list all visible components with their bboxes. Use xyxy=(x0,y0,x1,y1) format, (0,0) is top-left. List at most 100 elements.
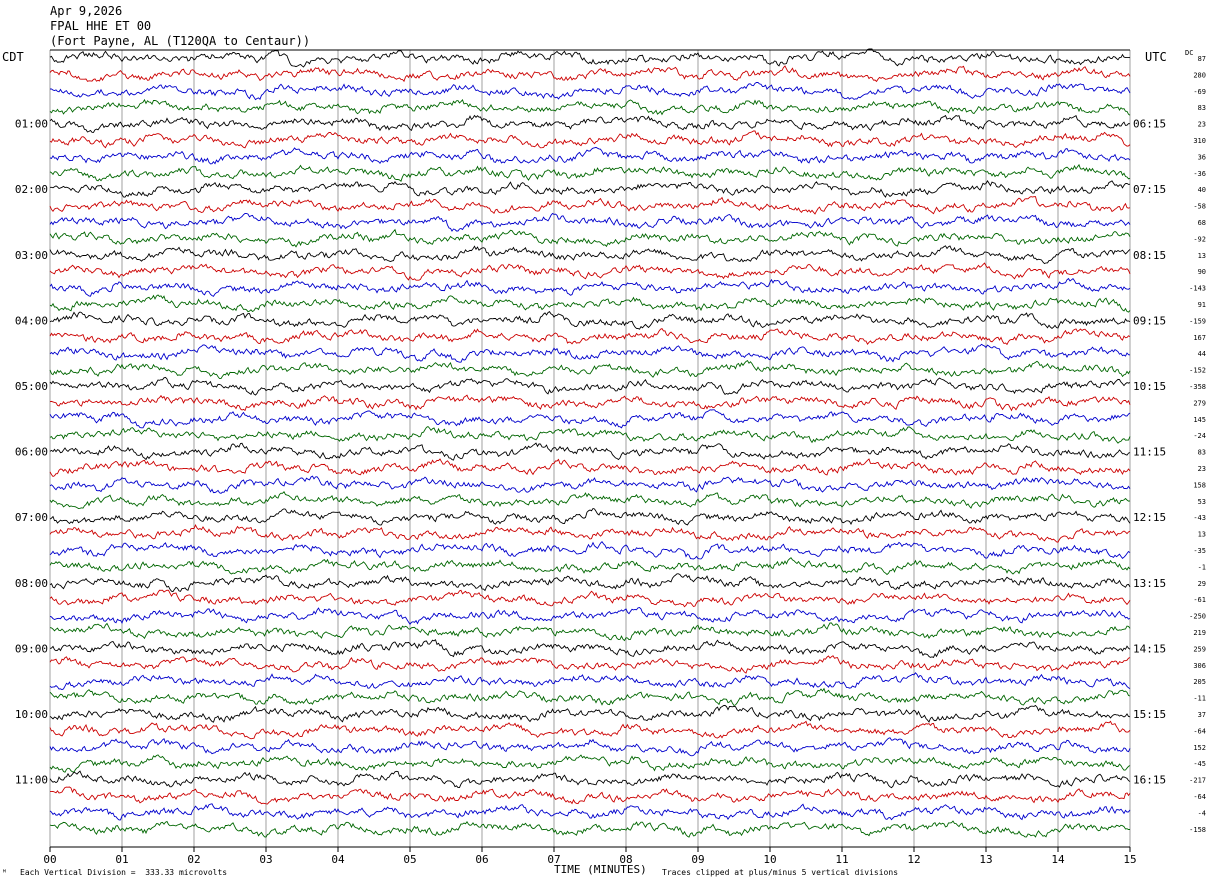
x-tick-label: 01 xyxy=(115,853,128,866)
hour-label-utc: 15:15 xyxy=(1133,708,1166,721)
x-tick-label: 14 xyxy=(1051,853,1065,866)
seismic-trace xyxy=(49,294,1131,313)
dc-offset-label: 310 xyxy=(1193,137,1206,145)
seismic-trace xyxy=(49,310,1131,330)
seismic-trace xyxy=(49,82,1131,101)
dc-offset-label: 219 xyxy=(1193,629,1206,637)
seismic-trace xyxy=(49,114,1131,133)
hour-label-utc: 13:15 xyxy=(1133,577,1166,590)
dc-offset-label: -69 xyxy=(1193,88,1206,96)
seismic-trace xyxy=(49,622,1131,642)
dc-offset-label: 205 xyxy=(1193,678,1206,686)
dc-offset-label: 44 xyxy=(1198,350,1206,358)
x-tick-label: 03 xyxy=(259,853,272,866)
left-timezone-label: CDT xyxy=(2,50,24,64)
dc-offset-label: 13 xyxy=(1198,252,1206,260)
seismic-trace xyxy=(50,180,1131,198)
dc-offset-header: DC xyxy=(1185,49,1194,57)
seismic-trace xyxy=(49,720,1131,740)
chart-date: Apr 9,2026 xyxy=(50,4,123,18)
dc-offset-label: -217 xyxy=(1189,777,1206,785)
x-tick-label: 07 xyxy=(547,853,560,866)
x-tick-label: 12 xyxy=(907,853,920,866)
x-tick-label: 08 xyxy=(619,853,632,866)
chart-axes xyxy=(49,49,1131,852)
seismic-trace xyxy=(49,475,1131,494)
seismic-trace xyxy=(49,376,1131,396)
seismic-trace xyxy=(49,687,1131,707)
seismic-trace xyxy=(49,146,1131,165)
seismic-trace xyxy=(49,491,1131,509)
seismic-trace xyxy=(49,770,1131,789)
x-tick-label: 04 xyxy=(331,853,345,866)
x-tick-label: 10 xyxy=(763,853,776,866)
x-tick-label: 02 xyxy=(187,853,200,866)
dc-offset-label: -36 xyxy=(1193,170,1206,178)
dc-offset-label: 145 xyxy=(1193,416,1206,424)
seismic-trace xyxy=(49,557,1131,576)
seismic-trace xyxy=(49,394,1131,412)
hour-label-cdt: 01:00 xyxy=(15,118,48,131)
dc-offset-label: 83 xyxy=(1198,449,1206,457)
seismic-trace xyxy=(49,228,1131,248)
hour-label-cdt: 05:00 xyxy=(15,380,48,393)
hour-label-utc: 12:15 xyxy=(1133,511,1166,524)
seismic-trace xyxy=(49,638,1131,658)
x-tick-label: 15 xyxy=(1123,853,1136,866)
hour-label-utc: 16:15 xyxy=(1133,774,1166,787)
hour-label-cdt: 11:00 xyxy=(15,774,48,787)
seismic-trace xyxy=(49,541,1131,560)
hour-label-cdt: 06:00 xyxy=(15,446,48,459)
seismic-trace xyxy=(49,359,1131,380)
station-code: FPAL HHE ET 00 xyxy=(50,19,152,33)
station-location: (Fort Payne, AL (T120QA to Centaur)) xyxy=(50,34,311,48)
seismic-trace xyxy=(49,245,1131,265)
clip-note: Traces clipped at plus/minus 5 vertical … xyxy=(662,868,899,877)
minute-grid xyxy=(49,50,1131,847)
dc-offset-label: 36 xyxy=(1198,153,1206,161)
seismic-trace xyxy=(49,65,1131,83)
dc-offset-label: 40 xyxy=(1198,186,1206,194)
hour-label-utc: 10:15 xyxy=(1133,380,1166,393)
x-tick-label: 11 xyxy=(835,853,848,866)
right-timezone-label: UTC xyxy=(1145,50,1167,64)
dc-offset-label: 37 xyxy=(1198,711,1206,719)
dc-offset-label: 13 xyxy=(1198,531,1206,539)
vertical-scale-note: Each Vertical Division = 333.33 microvol… xyxy=(20,868,228,877)
dc-offset-label: -35 xyxy=(1193,547,1206,555)
x-tick-label: 13 xyxy=(979,853,992,866)
dc-offset-label: 259 xyxy=(1193,645,1206,653)
seismic-trace xyxy=(49,262,1131,281)
dc-offset-label: 158 xyxy=(1193,481,1206,489)
dc-offset-label: -143 xyxy=(1189,285,1206,293)
dc-offset-label: 29 xyxy=(1198,580,1206,588)
dc-offset-label: 279 xyxy=(1193,399,1206,407)
dc-offset-label: -58 xyxy=(1193,203,1206,211)
seismic-trace xyxy=(49,704,1131,723)
hour-label-cdt: 03:00 xyxy=(15,249,48,262)
seismic-trace xyxy=(49,409,1131,429)
seismic-trace xyxy=(49,212,1131,232)
x-axis-title: TIME (MINUTES) xyxy=(554,863,647,876)
dc-offset-label: 152 xyxy=(1193,744,1206,752)
hour-label-utc: 08:15 xyxy=(1133,249,1166,262)
x-tick-label: 05 xyxy=(403,853,416,866)
seismic-trace xyxy=(49,820,1130,838)
seismic-trace xyxy=(49,803,1131,821)
dc-offset-label: 167 xyxy=(1193,334,1206,342)
seismic-trace xyxy=(49,655,1131,674)
dc-offset-label: -159 xyxy=(1189,317,1206,325)
hour-label-cdt: 10:00 xyxy=(15,708,48,721)
hour-label-utc: 09:15 xyxy=(1133,314,1166,327)
seismic-trace xyxy=(49,48,1131,68)
dc-offset-label: -64 xyxy=(1193,727,1206,735)
dc-offset-label: -4 xyxy=(1198,809,1206,817)
seismic-trace xyxy=(49,524,1131,543)
dc-offset-label: 87 xyxy=(1198,55,1206,63)
dc-offset-label: -45 xyxy=(1193,760,1206,768)
seismic-traces xyxy=(49,48,1131,838)
seismic-trace xyxy=(49,672,1131,691)
dc-offset-label: 23 xyxy=(1198,465,1206,473)
x-tick-label: 06 xyxy=(475,853,488,866)
